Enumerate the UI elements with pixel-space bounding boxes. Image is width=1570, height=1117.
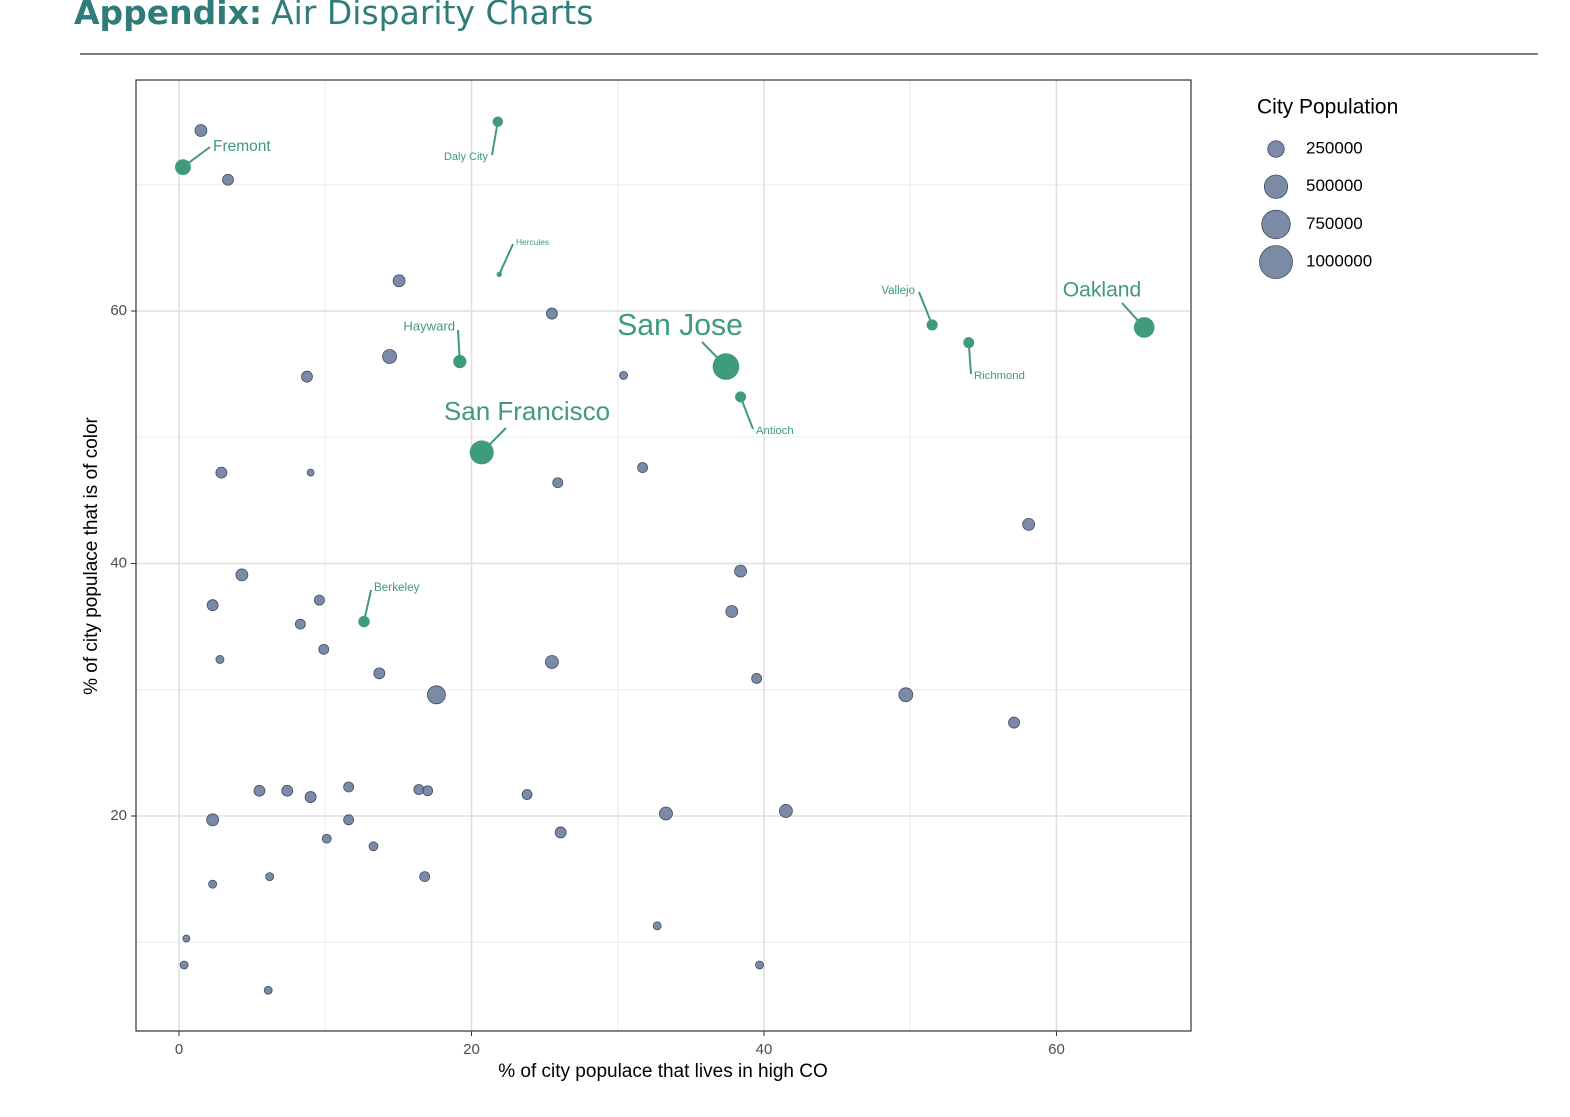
point bbox=[179, 960, 189, 970]
point-label: Hercules bbox=[516, 237, 549, 247]
point bbox=[265, 872, 275, 882]
point bbox=[413, 784, 425, 795]
point bbox=[206, 599, 219, 612]
label-leader bbox=[498, 243, 514, 275]
legend-key bbox=[1259, 245, 1293, 280]
point bbox=[546, 307, 558, 320]
point bbox=[194, 124, 208, 137]
legend-label: 750000 bbox=[1306, 214, 1363, 233]
title-bold: Appendix: bbox=[74, 0, 262, 32]
point bbox=[304, 791, 317, 803]
point bbox=[426, 685, 446, 705]
legend-key bbox=[1261, 209, 1291, 240]
legend-label: 1000000 bbox=[1306, 252, 1372, 271]
points: Fremont Daly City Hercules Hayward San Jose S… bbox=[175, 116, 1155, 995]
point bbox=[318, 643, 330, 655]
point bbox=[321, 833, 332, 844]
point bbox=[206, 813, 220, 827]
plot-background bbox=[136, 80, 1191, 1031]
point bbox=[253, 784, 266, 797]
label-leader bbox=[701, 341, 727, 368]
label-leader bbox=[481, 427, 507, 454]
point bbox=[306, 468, 315, 477]
point bbox=[235, 568, 249, 582]
title-rest: Air Disparity Charts bbox=[271, 0, 593, 32]
legend-title: City Population bbox=[1257, 96, 1398, 119]
label-leader bbox=[739, 396, 754, 430]
point bbox=[725, 605, 739, 618]
point bbox=[552, 477, 564, 489]
label-leader bbox=[182, 146, 211, 168]
label-leader bbox=[491, 121, 499, 156]
point bbox=[751, 672, 763, 684]
point bbox=[343, 814, 355, 826]
label-leader bbox=[918, 291, 934, 326]
point bbox=[368, 841, 379, 852]
point bbox=[619, 371, 628, 380]
x-axis-title: % of city populace that lives in high CO bbox=[498, 1061, 828, 1082]
point-label: San Jose bbox=[617, 309, 743, 342]
point-label: Hayward bbox=[403, 318, 455, 333]
page-title: Appendix: Air Disparity Charts bbox=[74, 0, 593, 32]
point bbox=[301, 370, 313, 383]
plot-border bbox=[135, 79, 1192, 1032]
point-label: Antioch bbox=[756, 425, 794, 437]
point-label: Richmond bbox=[974, 370, 1025, 382]
point bbox=[182, 934, 191, 943]
legend-label: 250000 bbox=[1306, 138, 1363, 157]
point bbox=[419, 871, 431, 883]
point bbox=[373, 667, 386, 680]
legend-label: 500000 bbox=[1306, 176, 1363, 195]
point bbox=[652, 921, 662, 931]
point bbox=[263, 985, 273, 995]
point bbox=[779, 804, 793, 818]
legend-key bbox=[1267, 140, 1285, 158]
point-label: Oakland bbox=[1063, 279, 1142, 302]
point bbox=[294, 618, 306, 630]
y-tick-label: 60 bbox=[110, 302, 127, 319]
point-label: San Francisco bbox=[444, 396, 610, 426]
point bbox=[521, 789, 533, 800]
point bbox=[281, 784, 294, 797]
y-axis-title: % of city populace that is of color bbox=[81, 416, 102, 694]
point bbox=[898, 687, 914, 703]
point-label: Daly City bbox=[444, 151, 489, 163]
point bbox=[637, 462, 648, 473]
label-leader bbox=[363, 589, 372, 622]
point bbox=[392, 274, 406, 288]
point bbox=[215, 466, 228, 479]
label-leader bbox=[457, 329, 461, 362]
x-tick-label: 60 bbox=[1048, 1041, 1065, 1058]
label-leader bbox=[967, 342, 972, 375]
point bbox=[422, 785, 434, 797]
point-label: Fremont bbox=[213, 138, 271, 155]
point bbox=[343, 781, 355, 793]
point-label: Berkeley bbox=[374, 581, 420, 594]
x-tick-label: 0 bbox=[175, 1041, 183, 1058]
point bbox=[313, 594, 325, 606]
point bbox=[1022, 517, 1036, 531]
point bbox=[734, 564, 747, 578]
point-label: Vallejo bbox=[881, 285, 915, 297]
point bbox=[222, 173, 234, 186]
point bbox=[545, 655, 559, 669]
highlight-point bbox=[735, 391, 747, 403]
legend-key bbox=[1263, 174, 1289, 199]
point bbox=[215, 655, 225, 664]
x-tick-label: 20 bbox=[463, 1041, 480, 1058]
x-tick-label: 40 bbox=[756, 1041, 773, 1058]
y-tick-label: 20 bbox=[110, 807, 127, 824]
point bbox=[382, 349, 397, 364]
point bbox=[659, 806, 673, 821]
point bbox=[755, 960, 764, 970]
y-tick-label: 40 bbox=[110, 554, 127, 571]
label-leader bbox=[1121, 302, 1145, 329]
point bbox=[1008, 716, 1020, 729]
point bbox=[208, 879, 218, 889]
point bbox=[554, 826, 567, 839]
